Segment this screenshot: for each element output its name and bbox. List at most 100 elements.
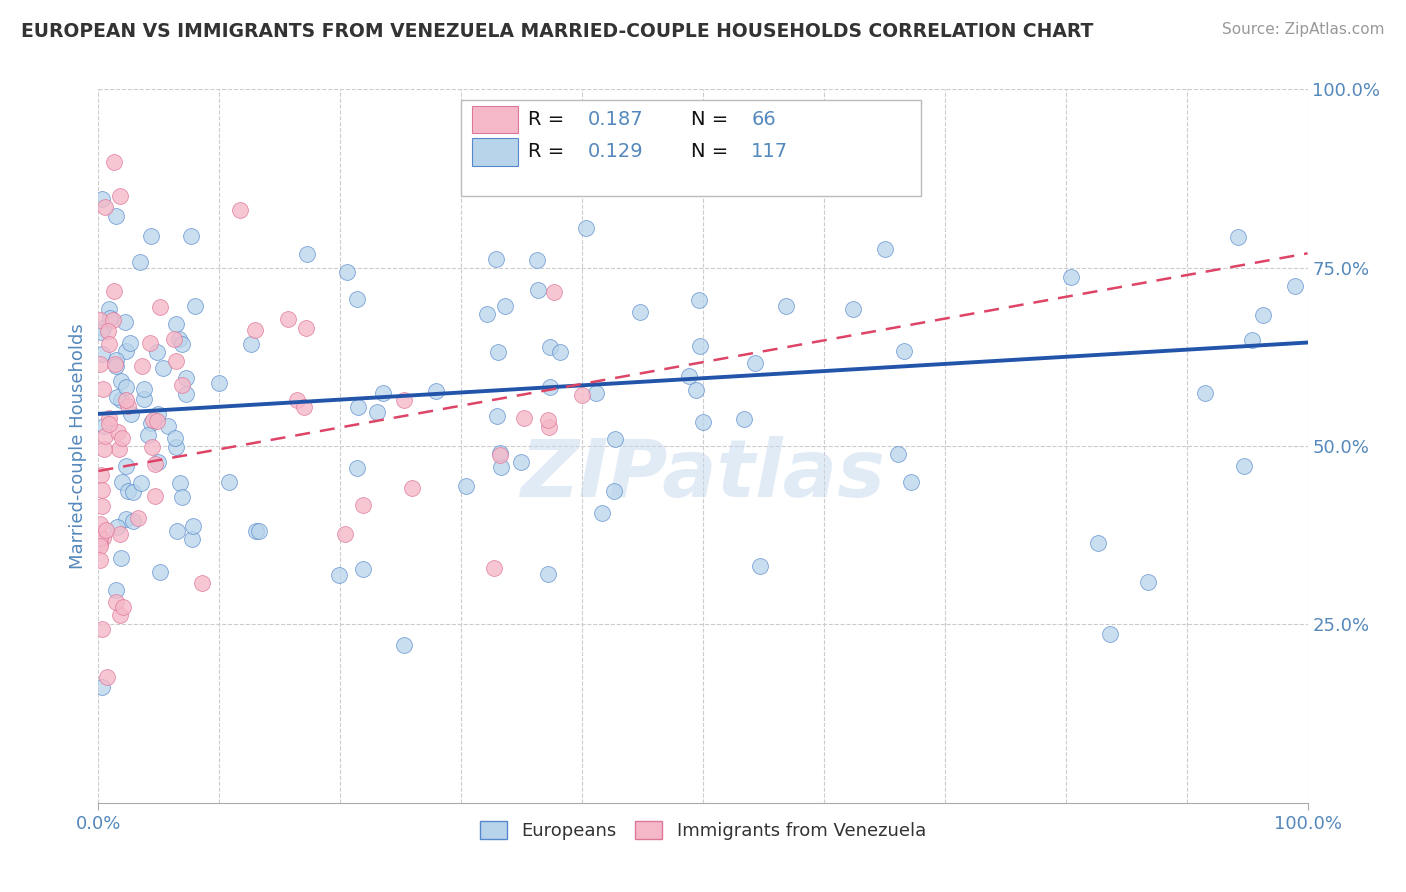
Point [352, 562, 374, 576]
Point [127, 511, 149, 525]
FancyBboxPatch shape [472, 138, 517, 166]
Point [537, 419, 560, 434]
Point [104, 595, 127, 609]
Text: 0.129: 0.129 [588, 143, 644, 161]
Point [104, 357, 127, 371]
Point [169, 475, 191, 490]
Point [180, 533, 202, 547]
Text: R =: R = [527, 110, 571, 128]
Text: ZIPatlas: ZIPatlas [520, 435, 886, 514]
Point [111, 599, 134, 614]
Text: N =: N = [690, 110, 734, 128]
Point [537, 413, 560, 427]
Point [163, 431, 186, 445]
Point [89, 517, 111, 532]
Point [842, 301, 865, 316]
Point [90, 622, 112, 636]
Point [174, 370, 197, 384]
Point [111, 475, 134, 490]
Point [1226, 229, 1249, 244]
Point [129, 476, 152, 491]
Point [208, 376, 231, 390]
Point [218, 475, 240, 489]
Point [146, 345, 169, 359]
Point [184, 299, 207, 313]
Point [775, 299, 797, 313]
Point [117, 399, 139, 413]
Point [110, 393, 132, 408]
Point [105, 352, 128, 367]
Point [118, 335, 141, 350]
Point [543, 285, 565, 300]
Point [335, 527, 357, 541]
Point [454, 479, 477, 493]
Point [141, 413, 163, 427]
Point [114, 393, 136, 408]
Point [115, 458, 138, 473]
Point [163, 332, 186, 346]
Point [1099, 626, 1122, 640]
Point [141, 441, 163, 455]
Text: 66: 66 [751, 110, 776, 128]
Point [1194, 385, 1216, 400]
Point [488, 345, 510, 359]
Point [120, 408, 142, 422]
Point [91, 680, 114, 694]
Point [571, 388, 593, 402]
Point [484, 560, 506, 574]
Point [603, 483, 626, 498]
Point [138, 335, 160, 350]
Point [139, 229, 162, 244]
Point [489, 460, 512, 475]
Point [401, 481, 423, 495]
Point [486, 409, 509, 424]
Point [128, 255, 150, 269]
Point [875, 242, 897, 256]
Point [152, 360, 174, 375]
Point [89, 357, 111, 371]
Point [352, 498, 374, 512]
Point [110, 607, 132, 622]
Point [538, 341, 561, 355]
Point [183, 519, 205, 533]
Point [346, 400, 368, 414]
Text: EUROPEAN VS IMMIGRANTS FROM VENEZUELA MARRIED-COUPLE HOUSEHOLDS CORRELATION CHAR: EUROPEAN VS IMMIGRANTS FROM VENEZUELA MA… [21, 22, 1094, 41]
Point [1241, 333, 1264, 347]
Point [122, 485, 145, 500]
Point [93, 442, 115, 456]
Point [91, 192, 114, 206]
Point [489, 448, 512, 462]
Point [141, 416, 163, 430]
Point [1251, 308, 1274, 322]
Point [494, 299, 516, 313]
Point [170, 378, 193, 392]
Point [277, 311, 299, 326]
Point [90, 499, 112, 513]
Point [148, 455, 170, 469]
Point [513, 411, 536, 425]
FancyBboxPatch shape [472, 105, 517, 134]
Point [190, 575, 212, 590]
Point [285, 392, 308, 407]
Text: Source: ZipAtlas.com: Source: ZipAtlas.com [1222, 22, 1385, 37]
Point [91, 347, 114, 361]
Point [146, 407, 169, 421]
Point [744, 355, 766, 369]
Point [89, 536, 111, 550]
Point [107, 442, 129, 457]
Point [167, 333, 190, 347]
Point [114, 380, 136, 394]
Point [678, 368, 700, 383]
Point [105, 583, 128, 598]
Point [111, 431, 134, 445]
Point [166, 353, 188, 368]
Point [115, 512, 138, 526]
Point [489, 446, 512, 460]
Point [585, 385, 607, 400]
Point [94, 523, 117, 537]
Point [89, 531, 111, 545]
Point [110, 527, 132, 541]
Point [103, 155, 125, 169]
Point [170, 336, 193, 351]
Text: 117: 117 [751, 143, 789, 161]
